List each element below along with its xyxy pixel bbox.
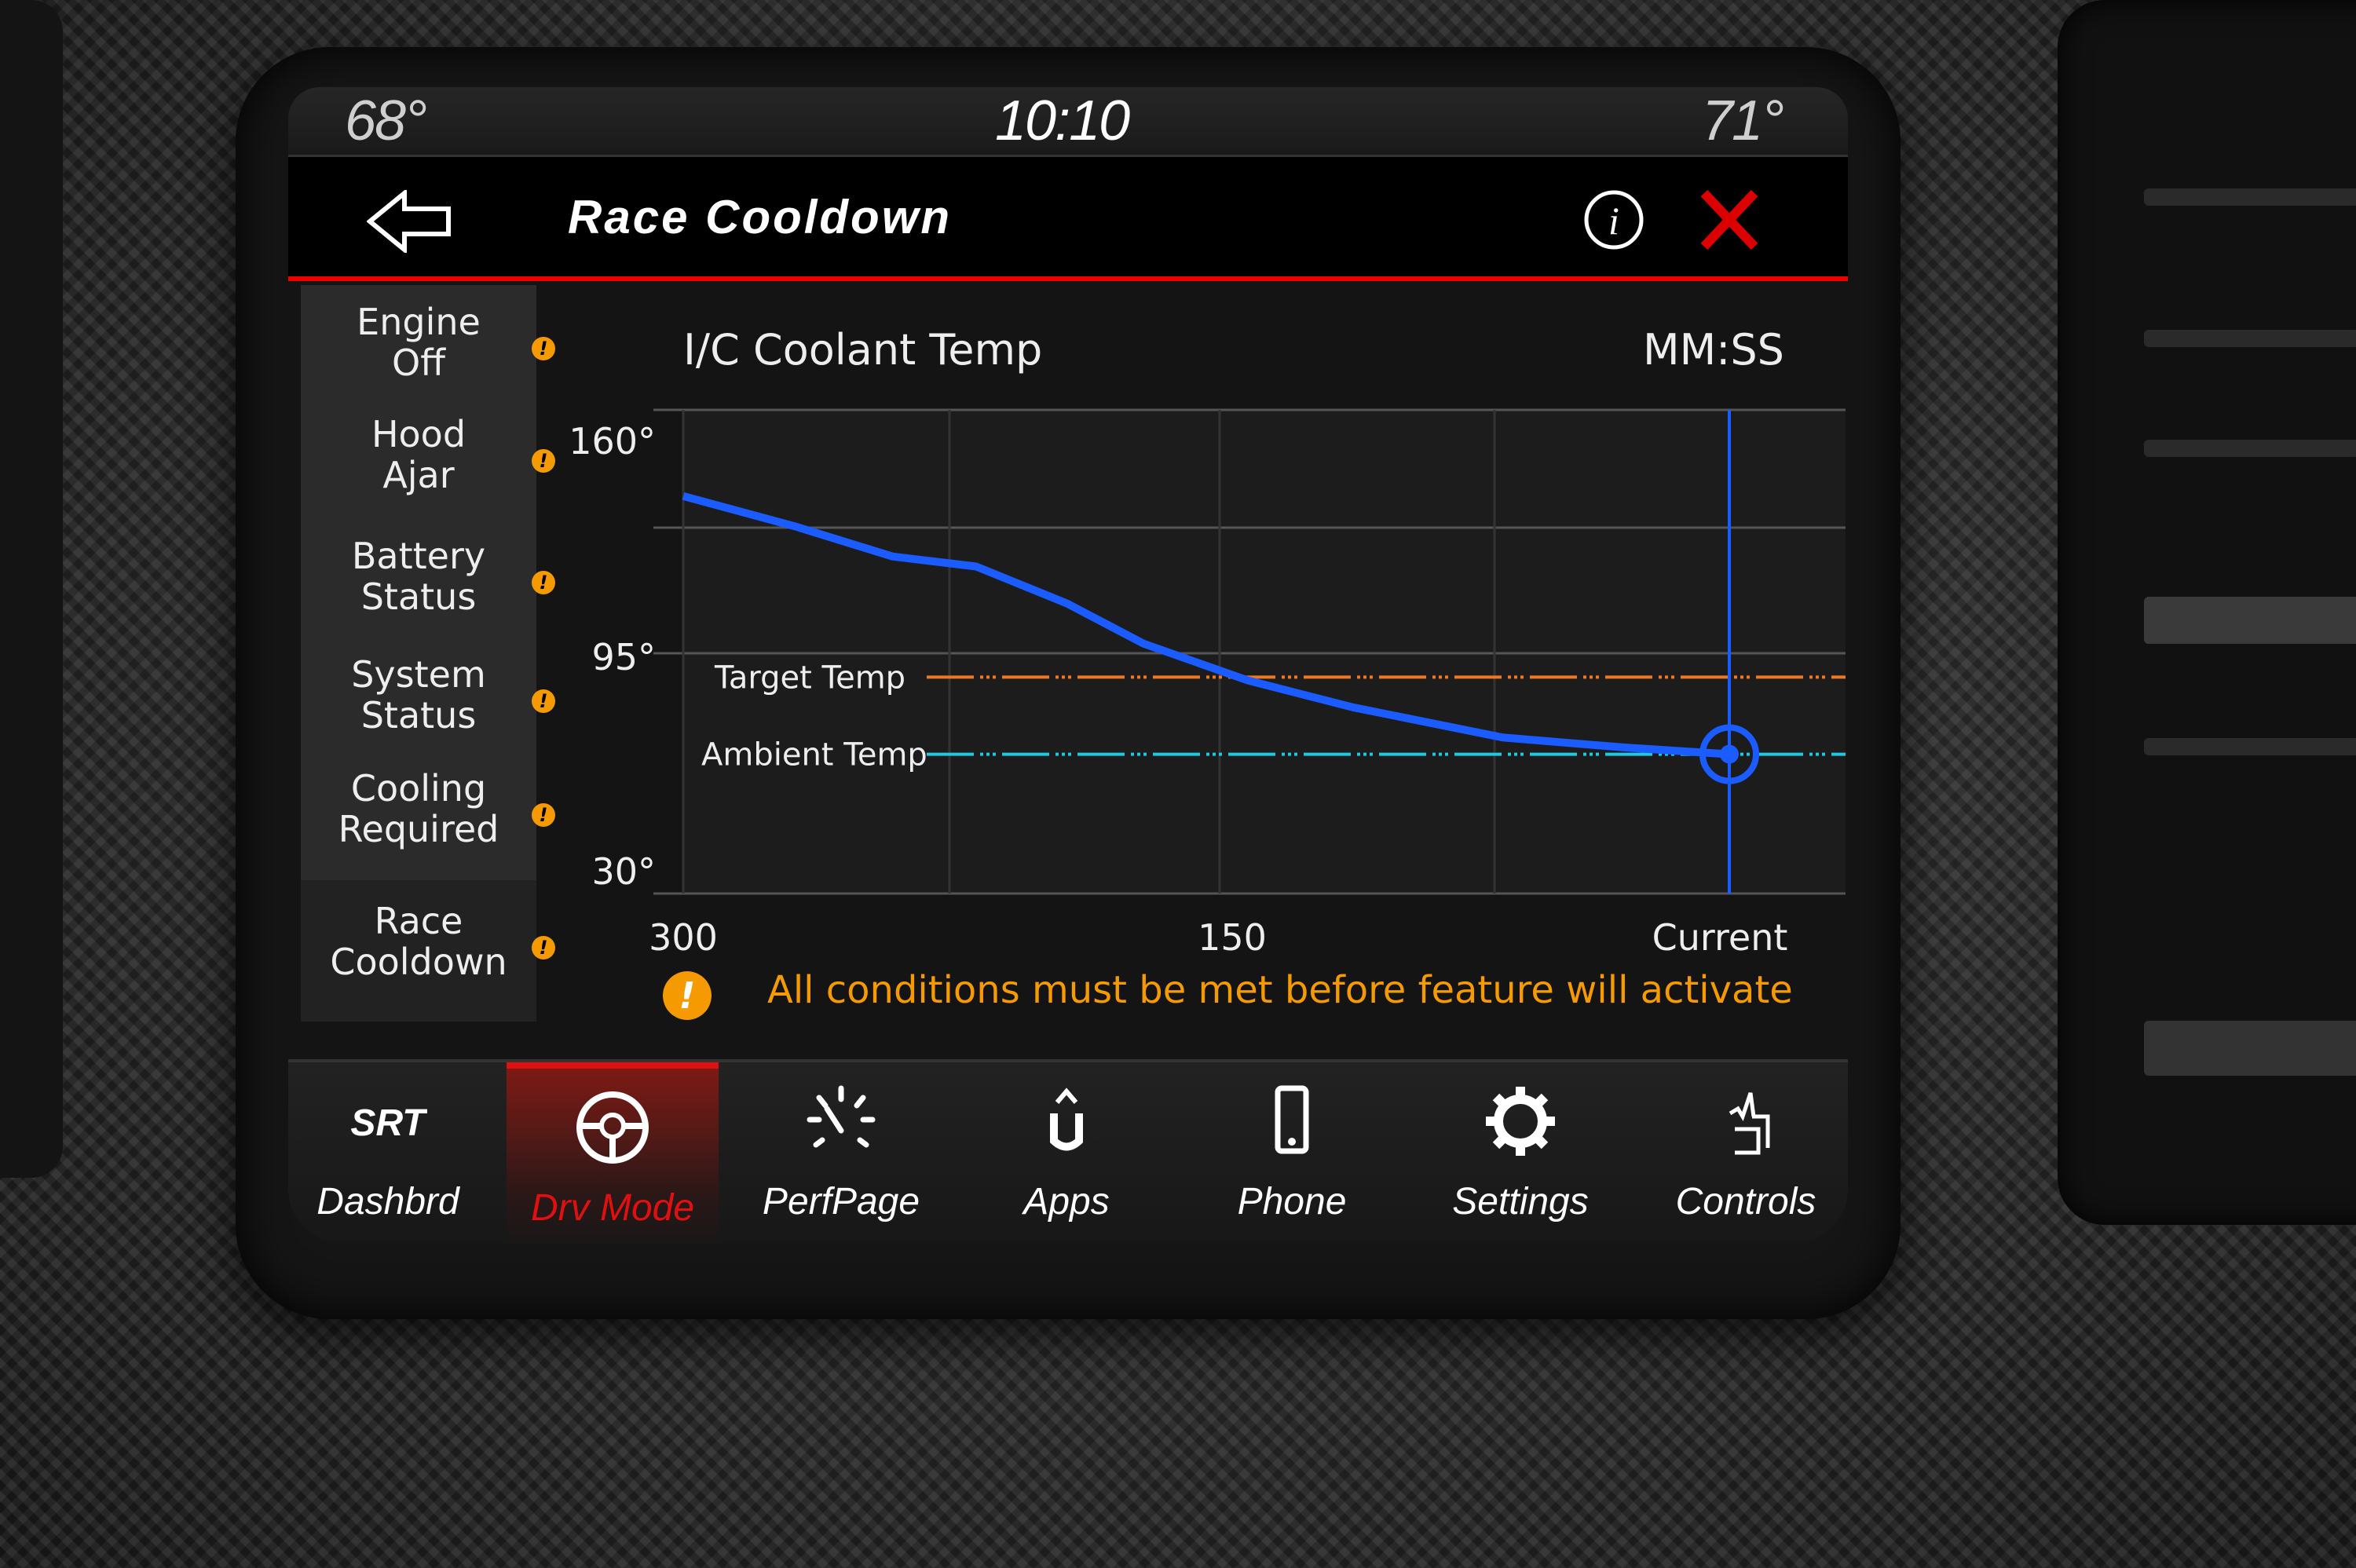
warning-status-icon: ! xyxy=(532,936,555,959)
nav-phone[interactable]: Phone xyxy=(1186,1062,1398,1244)
SRT-icon: SRT xyxy=(350,1102,427,1144)
infotainment-screen: 68° 10:10 71° Race Cooldown i Engine Off!… xyxy=(288,87,1848,1244)
phone-icon xyxy=(1275,1085,1309,1154)
gear-icon xyxy=(1486,1087,1555,1156)
nav-label: Phone xyxy=(1237,1181,1347,1223)
x-tick-label: 150 xyxy=(1198,916,1267,959)
svg-text:SRT: SRT xyxy=(350,1102,427,1144)
coolant-temp-line xyxy=(682,492,1730,758)
sidebar-item-label: Ajar xyxy=(382,454,455,496)
close-x-icon[interactable] xyxy=(1698,188,1761,251)
sidebar-item-label: Battery xyxy=(351,535,486,577)
nav-label: Dashbrd xyxy=(316,1181,459,1223)
nav-drv-mode[interactable]: Drv Mode xyxy=(507,1062,719,1244)
nav-label: Apps xyxy=(1023,1181,1110,1223)
page-header: Race Cooldown i xyxy=(288,157,1848,281)
sidebar-item-label: Required xyxy=(338,808,499,850)
nav-label: Controls xyxy=(1675,1181,1816,1223)
right-air-vent xyxy=(2058,0,2356,1225)
current-marker-dot xyxy=(1720,744,1739,764)
sidebar-item-engine-off[interactable]: Engine Off xyxy=(301,302,536,383)
warning-status-icon: ! xyxy=(532,337,555,360)
clock: 10:10 xyxy=(995,90,1130,152)
gauge-icon xyxy=(807,1085,876,1148)
warning-status-icon: ! xyxy=(532,449,555,473)
nav-label: Drv Mode xyxy=(530,1187,695,1229)
y-tick-label: 95° xyxy=(591,636,656,678)
sidebar-item-label: Off xyxy=(392,342,445,384)
current-marker-ring xyxy=(1699,724,1759,784)
warning-status-icon: ! xyxy=(532,803,555,827)
sidebar-panel xyxy=(301,285,536,882)
y-tick-label: 160° xyxy=(569,420,656,462)
left-air-vent xyxy=(0,0,63,1178)
sidebar-item-label: Race xyxy=(374,900,463,942)
warning-status-icon: ! xyxy=(532,689,555,713)
sidebar-item-label: System xyxy=(351,653,486,696)
y-tick-label: 30° xyxy=(591,850,656,893)
sidebar-item-cooling-required[interactable]: Cooling Required xyxy=(301,768,536,850)
sidebar-item-label: Hood xyxy=(371,413,466,455)
nav-perfpage[interactable]: PerfPage xyxy=(735,1062,947,1244)
reference-line-label: Ambient Temp xyxy=(701,737,927,773)
sidebar-selected-bg xyxy=(301,880,536,1022)
coolant-temp-chart: 160° 95° 30° 300 150 Current Target Temp Ambien… xyxy=(569,408,1846,959)
nav-apps[interactable]: Apps xyxy=(960,1062,1173,1244)
warning-status-icon: ! xyxy=(532,571,555,594)
sidebar-item-race-cooldown[interactable]: Race Cooldown xyxy=(301,901,536,982)
nav-label: Settings xyxy=(1452,1181,1589,1223)
page-title: Race Cooldown xyxy=(568,191,953,243)
uconnect-apps-icon xyxy=(1050,1087,1083,1151)
outside-temp-right: 71° xyxy=(1702,90,1784,152)
back-arrow-icon[interactable] xyxy=(367,190,453,253)
nav-controls[interactable]: Controls xyxy=(1640,1062,1848,1244)
steering-wheel-icon xyxy=(576,1091,649,1164)
x-tick-label: Current xyxy=(1652,916,1788,959)
chart-x-unit: MM:SS xyxy=(1643,325,1784,375)
bottom-nav-bar: SRT Dashbrd Drv Mode PerfPage Apps Phone Setti… xyxy=(288,1059,1848,1244)
warning-message: All conditions must be met before featur… xyxy=(767,968,1793,1012)
status-bar: 68° 10:10 71° xyxy=(288,87,1848,157)
sidebar-item-label: Status xyxy=(360,576,477,618)
nav-settings[interactable]: Settings xyxy=(1414,1062,1626,1244)
sidebar-item-label: Cooling xyxy=(350,767,487,810)
sidebar-item-label: Engine xyxy=(357,301,481,343)
sidebar-item-hood-ajar[interactable]: Hood Ajar xyxy=(301,414,536,495)
x-tick-label: 300 xyxy=(649,916,718,959)
sidebar-item-system-status[interactable]: System Status xyxy=(301,654,536,736)
info-icon[interactable]: i xyxy=(1582,188,1645,251)
sidebar-item-battery-status[interactable]: Battery Status xyxy=(301,535,536,617)
hand-touch-icon xyxy=(1729,1092,1770,1155)
sidebar-item-label: Status xyxy=(360,694,477,736)
svg-text:i: i xyxy=(1608,199,1619,243)
nav-label: PerfPage xyxy=(762,1181,920,1223)
plot-area xyxy=(683,410,1846,894)
warning-icon: ! xyxy=(663,971,712,1020)
reference-line-label: Target Temp xyxy=(714,660,905,696)
nav-dashbrd[interactable]: SRT Dashbrd xyxy=(288,1062,494,1244)
outside-temp-left: 68° xyxy=(345,90,427,152)
chart-title: I/C Coolant Temp xyxy=(683,325,1043,375)
sidebar-item-label: Cooldown xyxy=(330,941,507,983)
